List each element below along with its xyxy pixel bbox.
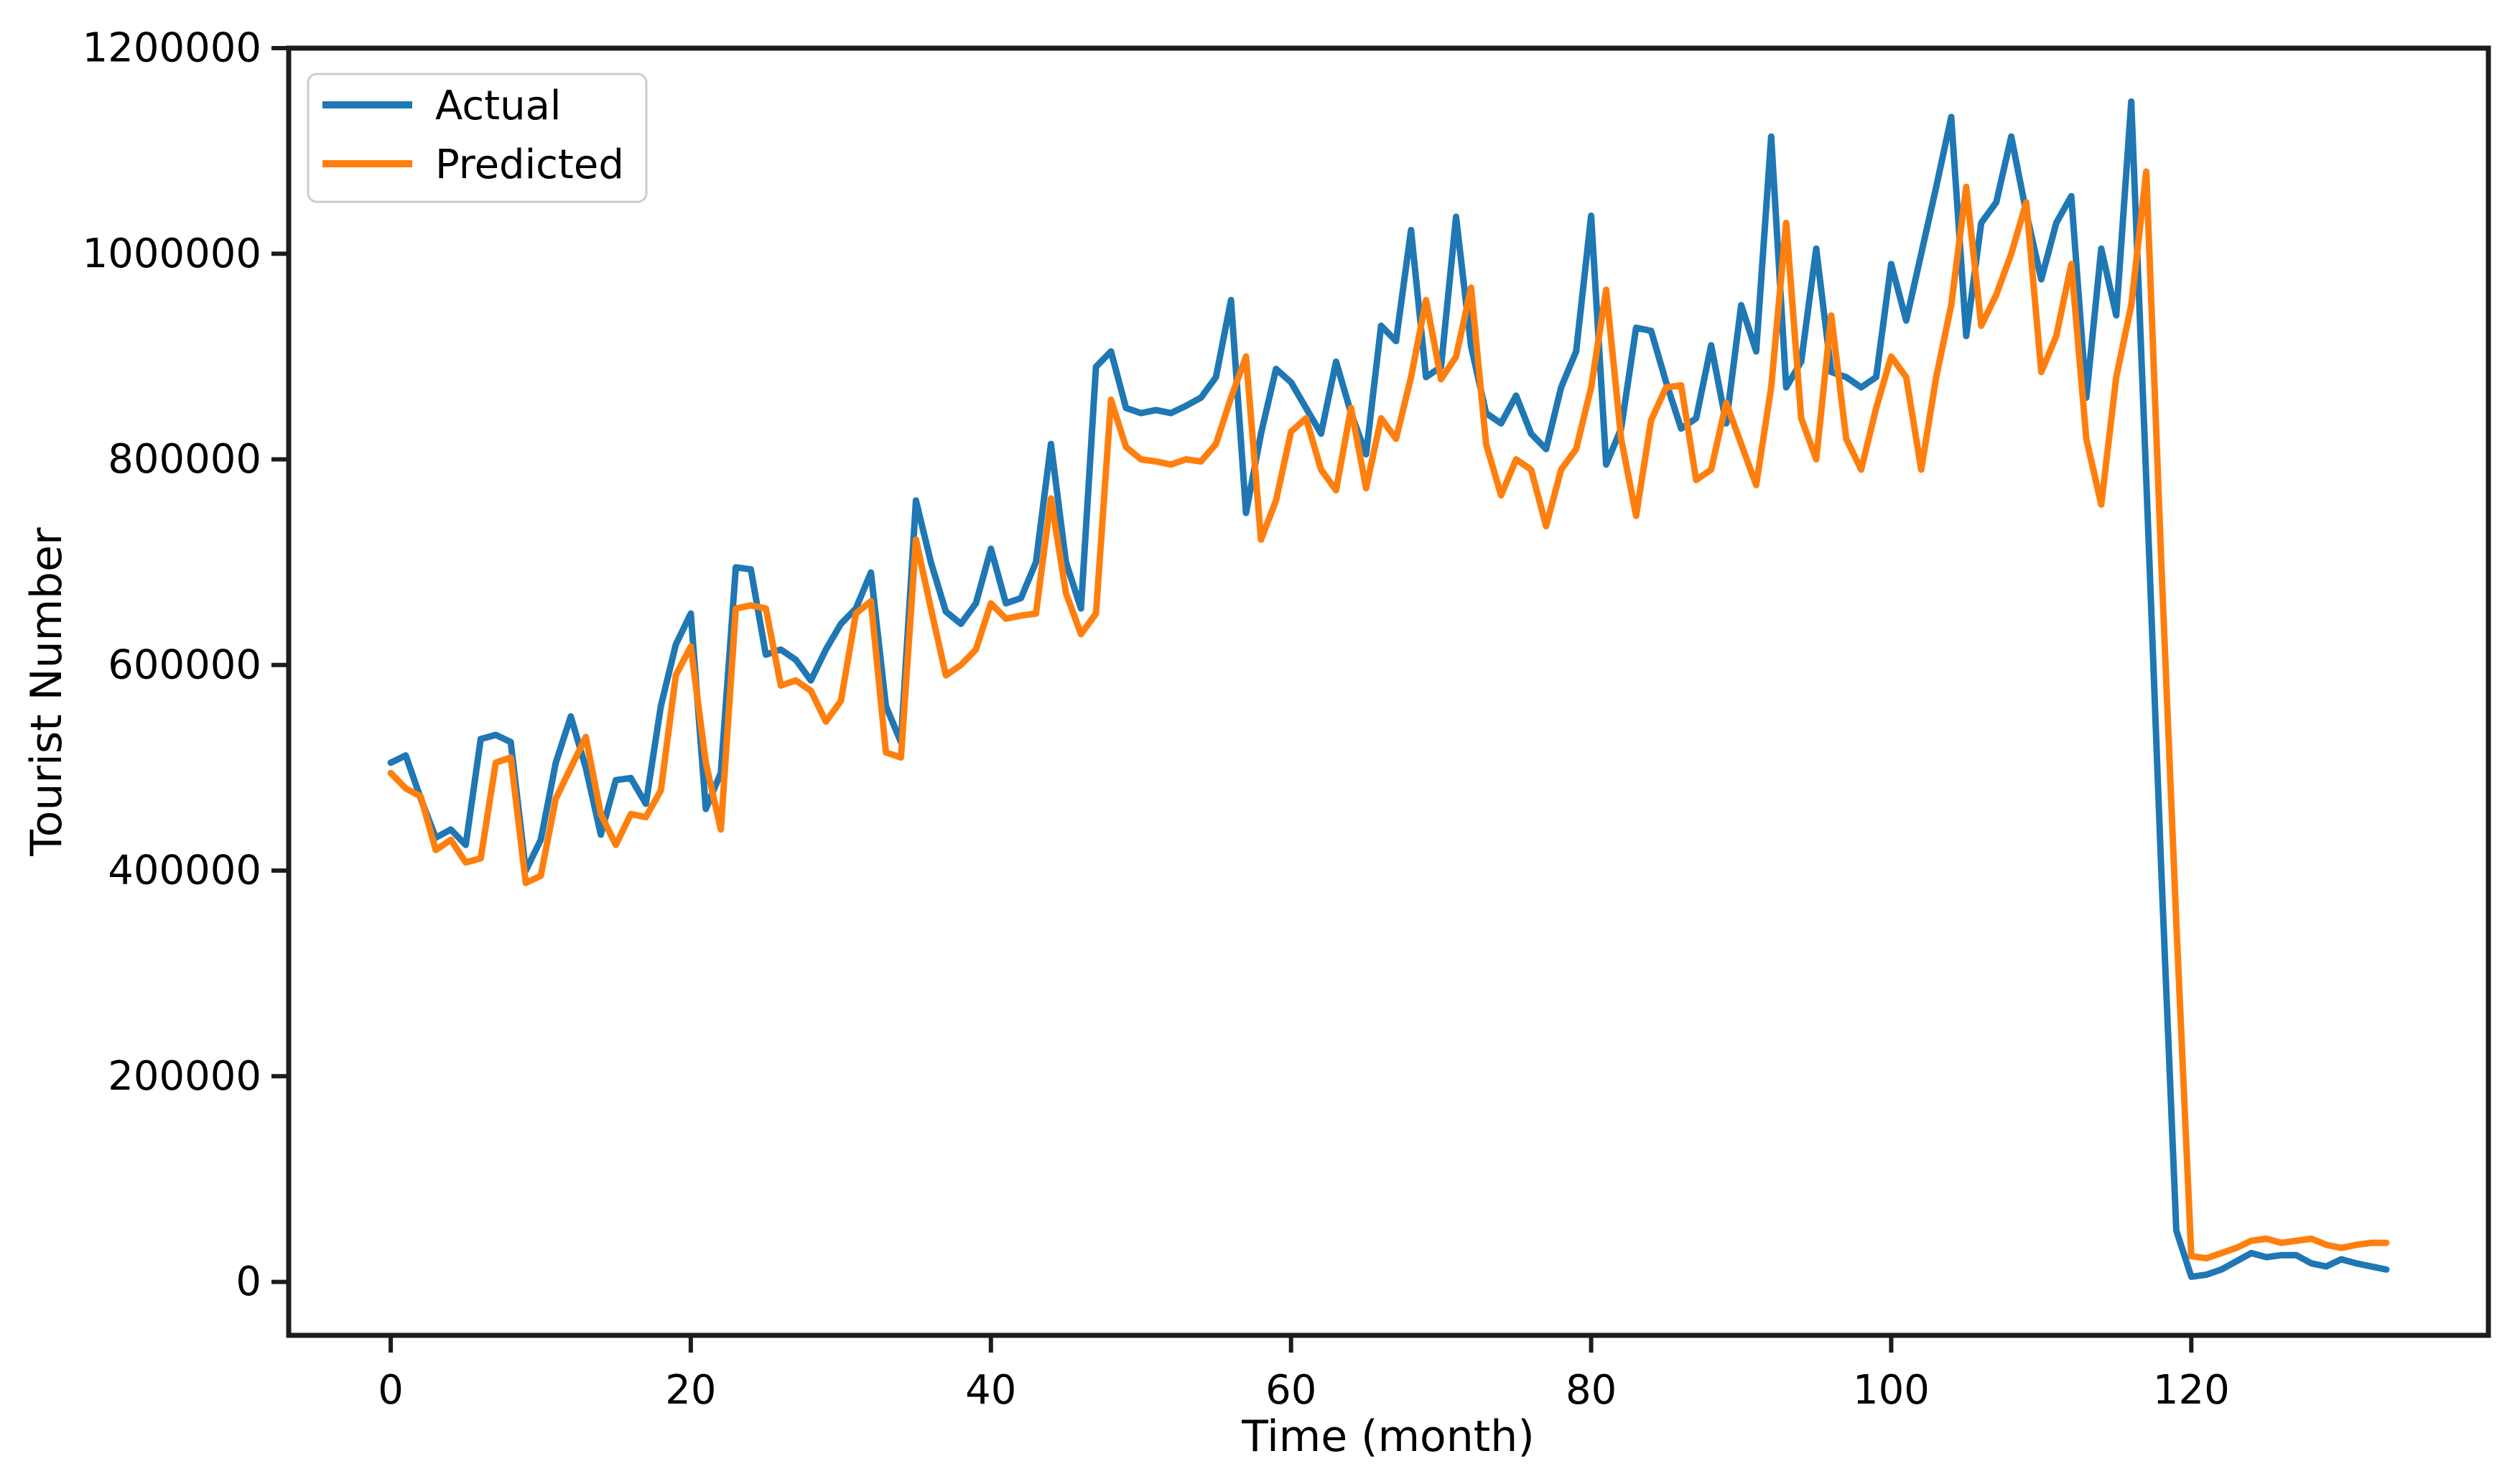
predicted-line	[387, 168, 2390, 1262]
y-tick-label: 200000	[108, 1053, 261, 1100]
legend-label-predicted: Predicted	[435, 142, 624, 188]
x-axis-label: Time (month)	[1241, 1411, 1534, 1462]
y-axis-label: Tourist Number	[22, 527, 72, 857]
y-tick-label: 1000000	[83, 231, 261, 277]
y-tick-label: 600000	[108, 641, 261, 688]
x-tick-label: 20	[665, 1367, 716, 1414]
x-tick-label: 40	[965, 1367, 1016, 1414]
y-tick-label: 400000	[108, 848, 261, 894]
x-tick-label: 80	[1566, 1367, 1617, 1414]
legend-label-actual: Actual	[435, 83, 561, 129]
y-tick-label: 1200000	[83, 25, 261, 72]
x-tick-label: 0	[378, 1367, 404, 1414]
axes-layer: 0 20 40 60 80 100 120 0 200000 400000 600000 800000…	[83, 25, 2491, 1414]
plot-spines	[286, 45, 2491, 1338]
legend: Actual Predicted	[307, 73, 648, 203]
y-tick-label: 0	[236, 1258, 261, 1305]
actual-line	[387, 98, 2390, 1280]
x-tick-label: 100	[1853, 1367, 1930, 1414]
x-tick-label: 120	[2153, 1367, 2230, 1414]
y-tick-label: 800000	[108, 436, 261, 483]
x-tick-label: 60	[1265, 1367, 1316, 1414]
plot-series-layer	[387, 98, 2390, 1280]
